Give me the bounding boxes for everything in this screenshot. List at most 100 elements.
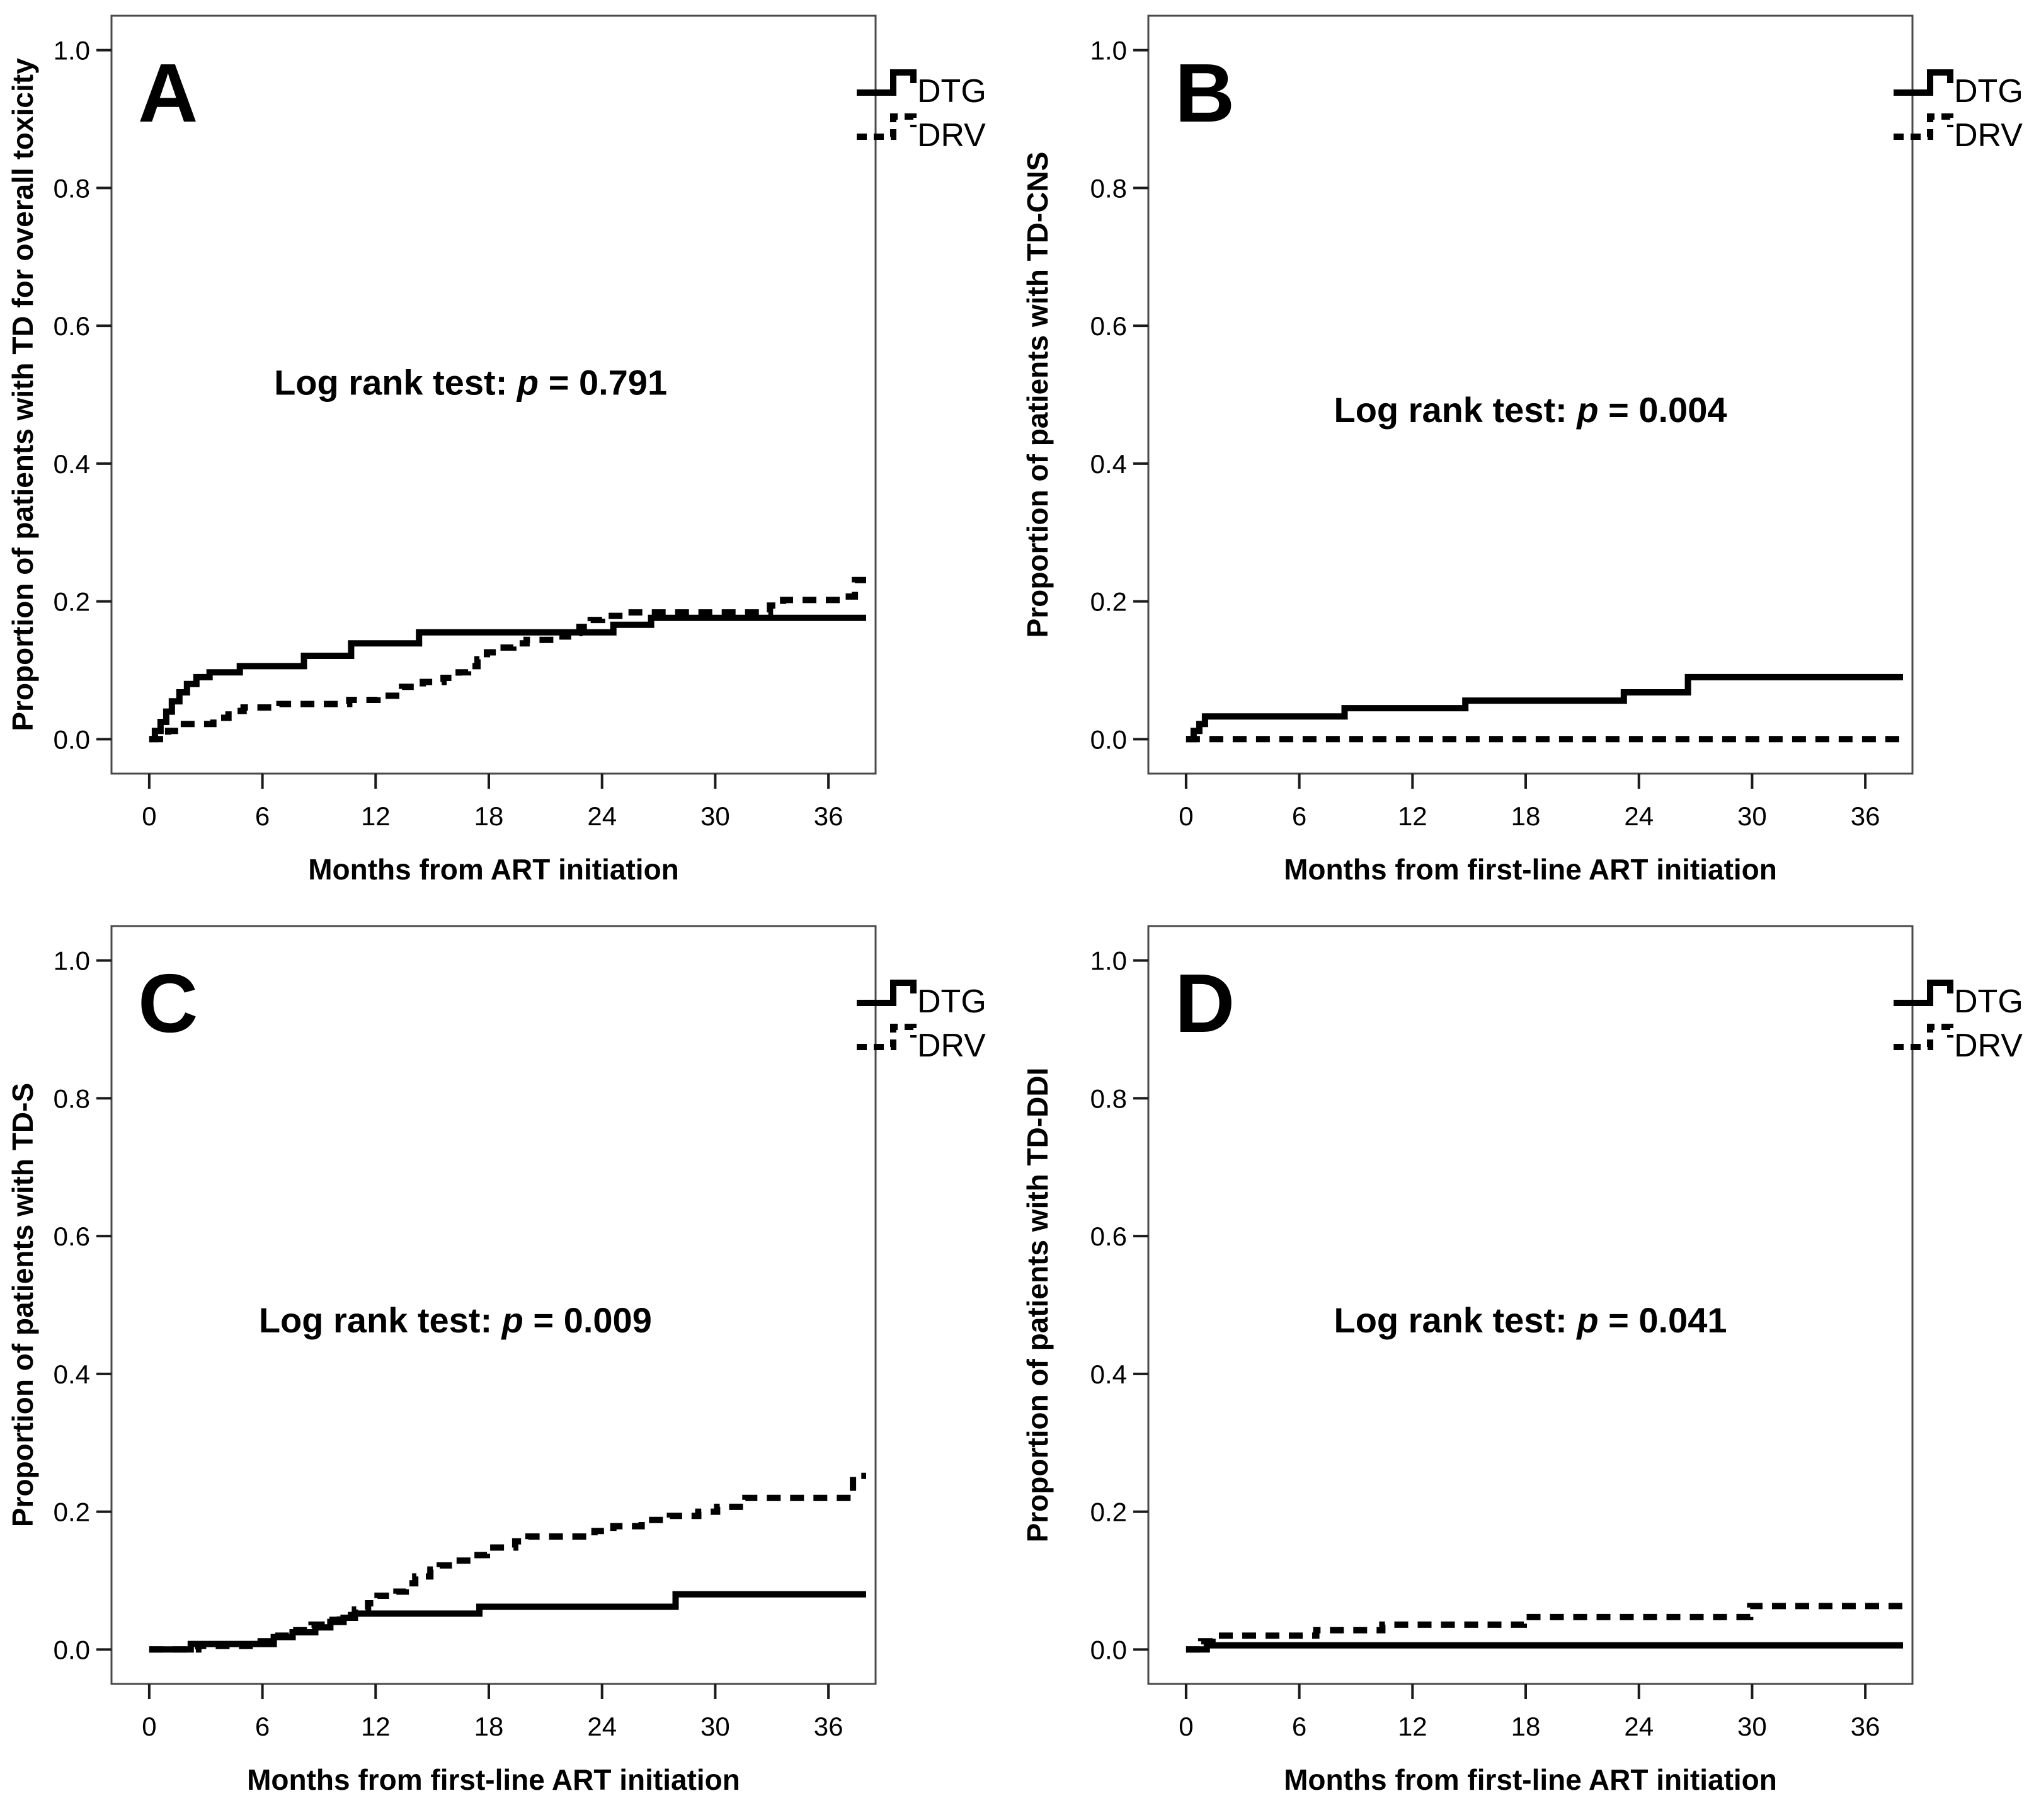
panel-A: 1.0 0.8 0.6 0.4 0.2 0.0 0 6 12 18 24 30 36 Months fro…	[0, 0, 1014, 910]
y-tick-label: 0.2	[54, 1497, 90, 1527]
x-tick-label: 36	[814, 801, 843, 831]
drv-curve	[1186, 1603, 1903, 1653]
y-tick-label: 0.6	[54, 1222, 90, 1251]
legend: DTG DRV	[1894, 980, 2023, 1064]
x-tick-label: 12	[361, 1712, 391, 1741]
x-tick-label: 18	[1511, 801, 1541, 831]
drv-curve	[149, 1472, 866, 1653]
y-tick-label: 0.8	[1090, 173, 1127, 203]
y-tick-label: 1.0	[54, 946, 90, 976]
y-tick-label: 0.0	[1090, 1635, 1127, 1664]
logrank-p-symbol: p	[501, 1300, 523, 1340]
y-tick-label: 0.6	[1090, 1222, 1127, 1251]
logrank-annotation: Log rank test: p = 0.004	[1334, 390, 1727, 430]
x-axis-title: Months from first-line ART initiation	[1284, 853, 1777, 886]
y-tick-label: 0.0	[1090, 724, 1127, 754]
x-tick-label: 36	[1851, 1712, 1880, 1741]
logrank-value: = 0.041	[1599, 1300, 1727, 1340]
y-tick-label: 0.4	[54, 449, 90, 479]
y-tick-label: 0.8	[1090, 1084, 1127, 1113]
plot-border	[1147, 14, 1914, 775]
legend-label-drv: DRV	[1954, 1027, 2023, 1064]
x-tick-label: 18	[474, 801, 504, 831]
legend-label-drv: DRV	[917, 117, 986, 154]
x-axis-title: Months from first-line ART initiation	[247, 1763, 740, 1796]
legend-label-drv: DRV	[917, 1027, 986, 1064]
x-tick-label: 0	[1179, 801, 1193, 831]
x-tick-label: 36	[1851, 801, 1880, 831]
logrank-prefix: Log rank test:	[259, 1300, 502, 1340]
y-tick-label: 0.4	[1090, 1359, 1127, 1389]
y-tick-label: 0.2	[54, 587, 90, 617]
logrank-p-symbol: p	[1575, 390, 1598, 430]
panel-letter: C	[138, 957, 198, 1050]
logrank-value: = 0.791	[539, 363, 667, 403]
y-tick-label: 0.6	[1090, 311, 1127, 341]
legend-label-dtg: DTG	[917, 983, 986, 1020]
legend: DTG DRV	[857, 69, 986, 154]
panel-letter: A	[138, 47, 198, 139]
panel-B-plot: 1.0 0.8 0.6 0.4 0.2 0.0 0 6 12 18 24 30 36 Months fro…	[1021, 14, 2023, 886]
plot-border	[110, 925, 877, 1685]
x-tick-label: 0	[142, 801, 156, 831]
logrank-value: = 0.009	[523, 1300, 652, 1340]
y-tick-label: 1.0	[1090, 36, 1127, 66]
y-axis-title: Proportion of patients with TD-S	[6, 1083, 39, 1527]
legend-label-dtg: DTG	[1954, 73, 2023, 110]
panel-C: 1.0 0.8 0.6 0.4 0.2 0.0 0 6 12 18 24 30 36 Months fro…	[0, 910, 1014, 1820]
y-tick-label: 0.2	[1090, 587, 1127, 617]
y-axis-title: Proportion of patients with TD for overa…	[6, 58, 39, 731]
y-tick-label: 0.2	[1090, 1497, 1127, 1527]
drv-curve	[149, 576, 866, 743]
logrank-prefix: Log rank test:	[1334, 390, 1577, 430]
legend-dtg-line-icon	[1894, 980, 1953, 1006]
panel-letter: D	[1175, 957, 1235, 1050]
y-tick-label: 0.4	[1090, 449, 1127, 479]
x-tick-label: 24	[1624, 801, 1654, 831]
x-tick-label: 6	[1292, 801, 1306, 831]
x-tick-label: 0	[142, 1712, 156, 1741]
dtg-curve	[149, 1591, 866, 1653]
legend: DTG DRV	[1894, 69, 2023, 154]
y-tick-label: 0.4	[54, 1359, 90, 1389]
legend: DTG DRV	[857, 980, 986, 1064]
logrank-p-symbol: p	[1575, 1300, 1598, 1340]
x-tick-label: 36	[814, 1712, 843, 1741]
legend-drv-line-icon	[1894, 113, 1953, 140]
dtg-curve	[1186, 673, 1903, 743]
legend-label-dtg: DTG	[1954, 983, 2023, 1020]
legend-label-drv: DRV	[1954, 117, 2023, 154]
logrank-p-symbol: p	[516, 363, 539, 403]
logrank-annotation: Log rank test: p = 0.009	[259, 1300, 652, 1340]
logrank-prefix: Log rank test:	[1334, 1300, 1577, 1340]
legend-drv-line-icon	[857, 113, 917, 140]
x-tick-label: 24	[587, 801, 617, 831]
x-tick-label: 30	[1737, 801, 1767, 831]
y-tick-label: 1.0	[1090, 946, 1127, 976]
x-tick-label: 12	[361, 801, 391, 831]
y-tick-label: 0.8	[54, 1084, 90, 1113]
x-tick-label: 30	[700, 801, 730, 831]
y-axis-title: Proportion of patients with TD-CNS	[1021, 152, 1054, 638]
x-tick-label: 12	[1398, 801, 1427, 831]
plot-border	[1147, 925, 1914, 1685]
dtg-curve	[1186, 1642, 1903, 1653]
logrank-prefix: Log rank test:	[274, 363, 517, 403]
x-tick-label: 30	[700, 1712, 730, 1741]
x-tick-label: 24	[587, 1712, 617, 1741]
x-tick-label: 30	[1737, 1712, 1767, 1741]
panel-A-plot: 1.0 0.8 0.6 0.4 0.2 0.0 0 6 12 18 24 30 36 Months fro…	[6, 14, 986, 886]
x-tick-label: 12	[1398, 1712, 1427, 1741]
legend-drv-line-icon	[857, 1024, 917, 1050]
panel-D: 1.0 0.8 0.6 0.4 0.2 0.0 0 6 12 18 24 30 36 Months fro…	[1015, 910, 2029, 1820]
legend-label-dtg: DTG	[917, 73, 986, 110]
y-axis-title: Proportion of patients with TD-DDI	[1021, 1068, 1054, 1543]
plot-border	[110, 14, 877, 775]
y-tick-label: 0.6	[54, 311, 90, 341]
panel-D-plot: 1.0 0.8 0.6 0.4 0.2 0.0 0 6 12 18 24 30 36 Months fro…	[1021, 925, 2023, 1796]
x-tick-label: 0	[1179, 1712, 1193, 1741]
x-tick-label: 6	[255, 801, 270, 831]
legend-dtg-line-icon	[857, 69, 917, 96]
legend-dtg-line-icon	[1894, 69, 1953, 96]
x-tick-label: 6	[255, 1712, 270, 1741]
